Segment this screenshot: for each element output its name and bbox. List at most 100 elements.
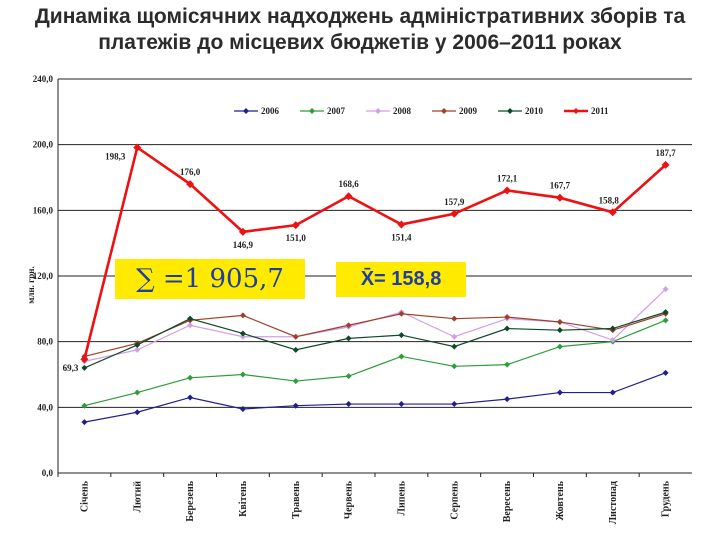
data-point-2011 [186,180,195,189]
data-point-2011 [397,220,406,229]
x-tick-label: Грудень [661,480,672,517]
x-tick-label: Серпень [449,480,460,519]
data-point-2007 [81,402,88,409]
data-label: 146,9 [233,240,254,250]
data-point-2009 [556,318,563,325]
data-point-2008 [134,346,141,353]
y-tick-label: 240,0 [33,74,54,84]
data-point-2010 [398,332,405,339]
data-point-2011 [80,355,89,364]
data-label: 158,8 [599,195,620,205]
data-point-2011 [555,193,564,202]
legend-label: 2006 [261,106,280,116]
x-tick-label: Вересень [502,480,513,522]
data-point-2008 [187,322,194,329]
data-point-2011 [133,143,142,152]
data-point-2006 [134,409,141,416]
sum-annotation: ∑ =1 905,7 [115,259,305,299]
legend-marker [507,108,513,114]
data-point-2010 [609,325,616,332]
data-point-2010 [345,335,352,342]
data-point-2010 [187,315,194,322]
data-point-2007 [239,371,246,378]
data-point-2007 [187,374,194,381]
x-tick-label: Лютий [132,481,143,513]
data-point-2010 [662,309,669,316]
data-point-2007 [504,361,511,368]
data-point-2010 [556,327,563,334]
data-point-2011 [608,208,617,217]
legend-marker [309,108,315,114]
data-point-2011 [503,186,512,195]
data-label: 198,3 [105,151,126,161]
data-label: 167,7 [550,181,571,191]
data-label: 176,0 [180,167,201,177]
data-label: 187,7 [655,148,676,158]
data-point-2007 [398,353,405,360]
data-point-2009 [451,315,458,322]
y-tick-label: 160,0 [33,205,54,215]
data-label: 157,9 [444,197,465,207]
legend-marker [243,108,249,114]
legend-label: 2011 [591,106,609,116]
x-tick-label: Березень [185,480,196,521]
data-point-2009 [504,314,511,321]
data-point-2008 [451,333,458,340]
data-point-2009 [292,333,299,340]
data-point-2007 [134,389,141,396]
series-line-2011 [83,145,667,360]
data-label: 151,4 [391,232,412,242]
data-point-2006 [398,401,405,408]
data-point-2010 [134,341,141,348]
data-point-2010 [504,325,511,332]
series-line-2009 [84,313,666,358]
y-axis-title: млн. грн. [26,266,36,303]
data-point-2009 [345,322,352,329]
legend-marker [375,108,381,114]
data-point-2009 [239,312,246,319]
data-point-2011 [450,209,459,218]
x-tick-label: Липень [396,480,407,515]
x-tick-label: Квітень [238,480,249,517]
x-tick-label: Січень [79,480,90,512]
data-point-2011 [344,192,353,201]
data-point-2010 [451,343,458,350]
data-point-2007 [662,317,669,324]
data-point-2006 [662,369,669,376]
data-label: 151,0 [286,233,307,243]
legend-label: 2009 [459,106,478,116]
data-point-2006 [609,389,616,396]
data-point-2006 [187,394,194,401]
chart-title-line-2: платежів до місцевих бюджетів у 2006–201… [98,31,622,54]
data-label: 168,6 [338,179,359,189]
data-label: 69,3 [63,363,79,373]
x-tick-label: Травень [291,480,302,518]
legend-label: 2007 [327,106,346,116]
data-point-2006 [451,401,458,408]
y-tick-label: 200,0 [33,140,54,150]
data-label: 172,1 [497,173,518,183]
data-point-2007 [451,363,458,370]
data-point-2011 [291,221,300,230]
chart-title-line-1: Динаміка щомісячних надходжень адміністр… [34,5,686,28]
data-point-2006 [81,419,88,426]
data-point-2009 [398,310,405,317]
legend-label: 2010 [525,106,544,116]
x-tick-label: Жовтень [555,480,566,520]
x-tick-label: Червень [344,480,355,519]
data-point-2006 [292,402,299,409]
data-point-2010 [292,346,299,353]
y-tick-label: 40,0 [37,402,53,412]
data-point-2011 [238,227,247,236]
data-point-2010 [81,364,88,371]
data-point-2006 [504,396,511,403]
series-line-2007 [84,319,666,407]
data-point-2010 [239,330,246,337]
data-point-2006 [345,401,352,408]
data-point-2006 [556,389,563,396]
data-point-2006 [239,405,246,412]
chart-title: Динаміка щомісячних надходжень адміністр… [0,4,720,56]
legend-marker [441,108,447,114]
y-tick-label: 80,0 [37,337,53,347]
